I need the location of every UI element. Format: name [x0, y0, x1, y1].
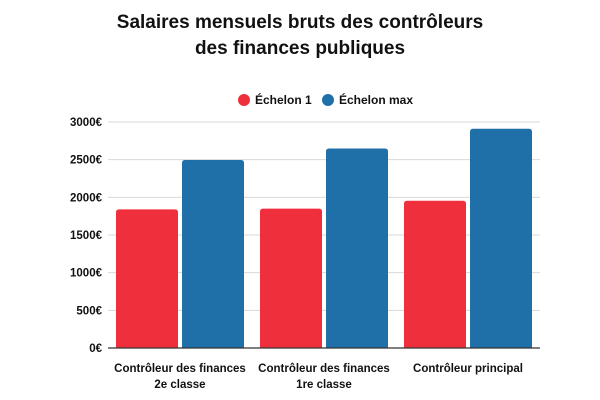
bar-cat3-series2 [470, 128, 532, 348]
legend-label-2: Échelon max [339, 92, 413, 107]
bars [116, 128, 532, 348]
bar-cat1-series1 [116, 209, 178, 348]
legend-swatch-1 [238, 94, 250, 106]
gridlines [108, 121, 540, 311]
x-category-label-3-line-1: Contrôleur principal [413, 363, 523, 375]
bar-cat1-series2 [182, 160, 244, 348]
legend-item-1: Échelon 1 [238, 92, 312, 107]
legend-label-1: Échelon 1 [255, 92, 312, 107]
chart-title-line-1: Salaires mensuels bruts des contrôleurs [117, 12, 483, 33]
y-tick-label-500: 500€ [76, 305, 102, 317]
x-category-label-1-line-1: Contrôleur des finances [114, 363, 246, 375]
y-tick-label-3000: 3000€ [70, 117, 103, 129]
x-category-label-2: Contrôleur des finances 1re classe [258, 363, 390, 391]
bar-cat3-series1 [404, 200, 466, 348]
y-axis: 0€ 500€ 1000€ 1500€ 2000€ 2500€ 3000€ [70, 117, 103, 355]
x-category-label-1-line-2: 2e classe [154, 379, 205, 391]
x-axis: Contrôleur des finances 2e classeContrôle… [108, 347, 540, 391]
legend: Échelon 1 Échelon max [238, 92, 413, 107]
bar-cat2-series1 [260, 208, 322, 348]
x-category-label-3: Contrôleur principal [413, 363, 523, 375]
y-tick-label-1000: 1000€ [70, 268, 103, 280]
y-tick-label-0: 0€ [89, 343, 102, 355]
legend-item-2: Échelon max [322, 92, 413, 107]
x-category-label-2-line-1: Contrôleur des finances [258, 363, 390, 375]
y-tick-label-2500: 2500€ [70, 155, 103, 167]
y-tick-label-1500: 1500€ [70, 230, 103, 242]
chart-title-line-2: des finances publiques [195, 38, 405, 59]
x-category-label-1: Contrôleur des finances 2e classe [114, 363, 246, 391]
legend-swatch-2 [322, 94, 334, 106]
chart-title: Salaires mensuels bruts des contrôleurs … [117, 12, 483, 59]
bar-cat2-series2 [326, 148, 388, 348]
x-category-label-2-line-2: 1re classe [296, 379, 352, 391]
y-tick-label-2000: 2000€ [70, 192, 103, 204]
